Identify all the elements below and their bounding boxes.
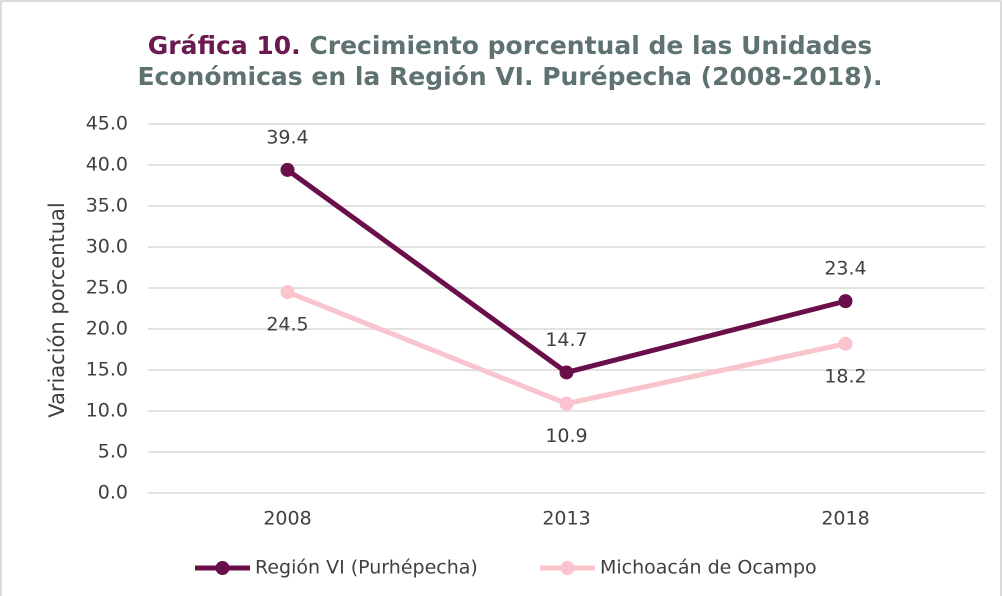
point <box>280 162 295 177</box>
y-tick-label: 40.0 <box>86 154 128 176</box>
data-label: 24.5 <box>266 314 308 336</box>
point <box>559 365 574 380</box>
title-line: Crecimiento porcentual de las Unidades <box>309 31 872 60</box>
title-label: Gráfica 10. <box>148 31 301 60</box>
point <box>280 285 295 300</box>
data-label: 18.2 <box>824 365 866 387</box>
y-tick-label: 35.0 <box>86 195 128 217</box>
data-label: 39.4 <box>266 126 308 148</box>
y-tick-label: 10.0 <box>86 400 128 422</box>
data-label: 23.4 <box>824 258 866 280</box>
y-tick-label: 25.0 <box>86 277 128 299</box>
y-axis-label: Variación porcentual <box>45 202 69 418</box>
legend-marker <box>560 561 575 575</box>
x-tick-label: 2018 <box>821 508 869 530</box>
y-tick-label: 15.0 <box>86 359 128 381</box>
x-tick-label: 2008 <box>263 508 311 530</box>
point <box>838 336 853 351</box>
y-tick-label: 0.0 <box>98 482 128 504</box>
chart-title: Gráfica 10. Crecimiento porcentual de la… <box>148 31 873 60</box>
title-line: Económicas en la Región VI. Purépecha (2… <box>137 62 882 91</box>
legend-label: Región VI (Purhépecha) <box>255 557 478 579</box>
x-tick-label: 2013 <box>542 508 590 530</box>
data-label: 10.9 <box>545 425 587 447</box>
legend-marker <box>215 561 230 575</box>
y-tick-label: 30.0 <box>86 236 128 258</box>
point <box>559 396 574 411</box>
point <box>838 294 853 309</box>
legend-label: Michoacán de Ocampo <box>600 557 817 579</box>
y-tick-label: 20.0 <box>86 318 128 340</box>
y-tick-label: 5.0 <box>98 441 128 463</box>
data-label: 14.7 <box>545 329 587 351</box>
y-tick-label: 45.0 <box>86 113 128 135</box>
